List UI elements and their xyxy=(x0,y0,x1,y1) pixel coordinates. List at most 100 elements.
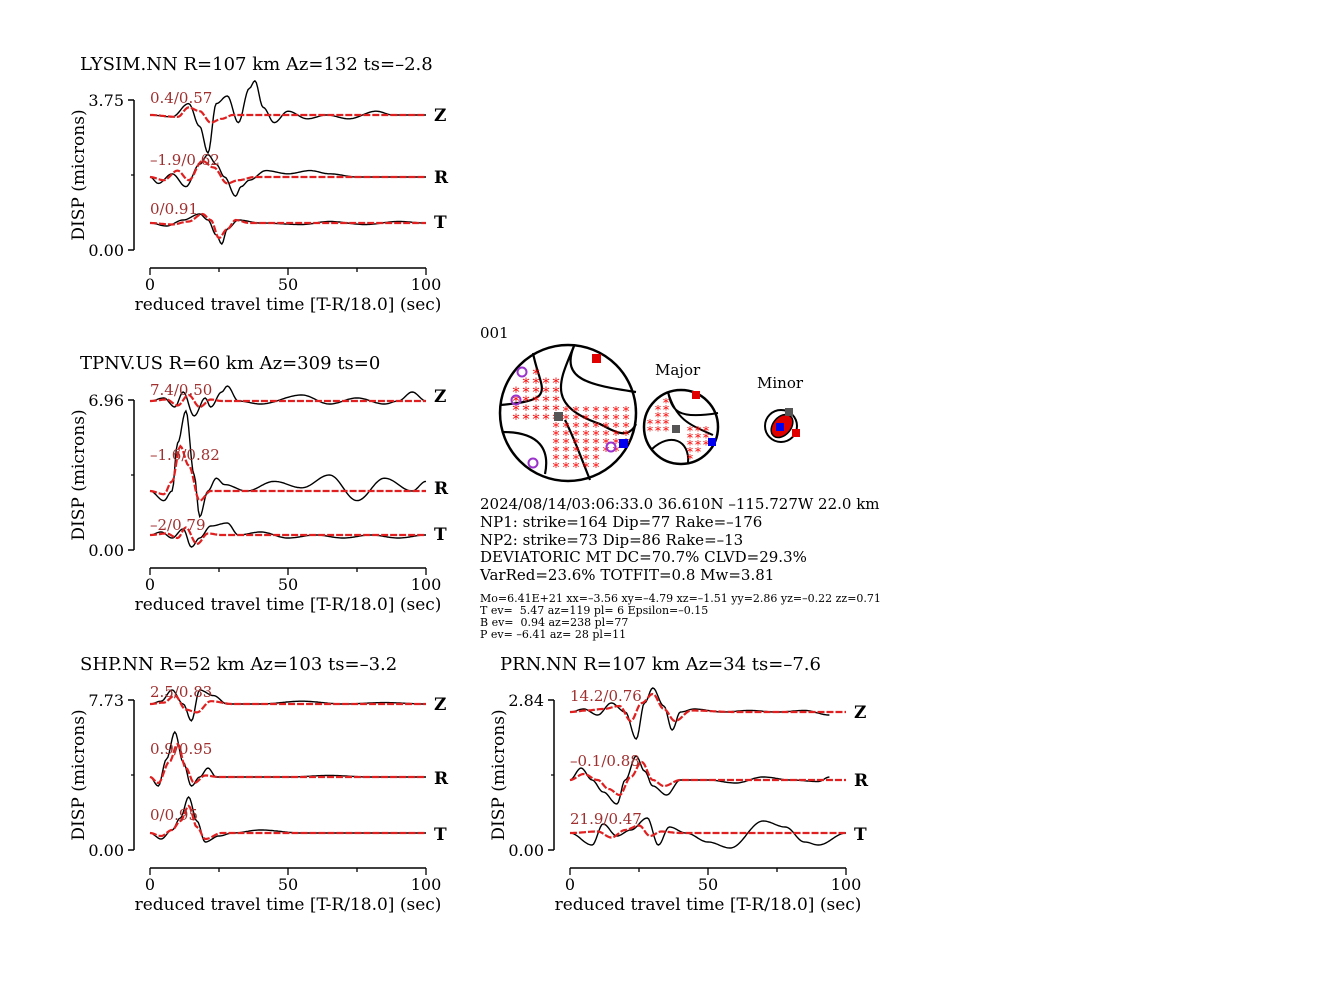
synthetic-trace-T xyxy=(150,212,426,240)
station-title: TPNV.US R=60 km Az=309 ts=0 xyxy=(80,353,380,374)
x-axis-label: reduced travel time [T-R/18.0] (sec) xyxy=(135,895,442,915)
compressional-star: * xyxy=(603,413,610,428)
compressional-star: * xyxy=(533,367,540,383)
minor-null-marker xyxy=(785,408,793,416)
compressional-star: * xyxy=(593,453,600,468)
compressional-star: * xyxy=(553,376,560,392)
compressional-star: * xyxy=(543,412,550,428)
y-tick-label: 0.00 xyxy=(88,241,124,260)
compressional-star: * xyxy=(583,453,590,468)
station-title: SHP.NN R=52 km Az=103 ts=–3.2 xyxy=(80,654,397,675)
compressional-star: * xyxy=(563,413,570,428)
observed-trace-T xyxy=(149,522,426,548)
fit-label-Z: 7.4/0.50 xyxy=(150,381,212,399)
b-axis-text: B ev= 0.94 az=238 pl=77 xyxy=(480,616,628,629)
synthetic-trace-Z xyxy=(150,393,426,409)
minor-beachball xyxy=(764,408,800,443)
fit-label-R: 0.9/0.95 xyxy=(150,740,212,758)
x-tick-label: 100 xyxy=(411,875,442,894)
x-axis-label: reduced travel time [T-R/18.0] (sec) xyxy=(555,895,862,915)
nodal-plane-2-text: NP2: strike=73 Dip=86 Rake=–13 xyxy=(480,531,743,549)
major-compressional-star: * xyxy=(687,438,693,452)
component-label-Z: Z xyxy=(434,106,446,126)
component-label-R: R xyxy=(854,771,869,791)
y-tick-label: 0.00 xyxy=(508,841,544,860)
compressional-star: * xyxy=(533,385,540,401)
compressional-star: * xyxy=(583,405,590,420)
compressional-star: * xyxy=(613,445,620,460)
station-title: PRN.NN R=107 km Az=34 ts=–7.6 xyxy=(500,654,821,675)
major-compressional-star: * xyxy=(703,431,709,445)
compressional-star: * xyxy=(513,403,520,419)
major-compressional-star: * xyxy=(687,431,693,445)
component-label-R: R xyxy=(434,168,449,188)
compressional-star: * xyxy=(543,403,550,419)
compressional-star: * xyxy=(533,403,540,419)
y-axis-label: DISP (microns) xyxy=(69,709,89,840)
y-tick-label: 0.00 xyxy=(88,541,124,560)
synthetic-trace-R xyxy=(149,159,426,185)
synthetic-trace-Z xyxy=(150,106,426,124)
main-beachball: ** * * ** * * * ** * * * ** * * * ** * * * * * * * * * ** * * * * * ** *… xyxy=(498,343,638,483)
compressional-star: * xyxy=(613,421,620,436)
compressional-star: * xyxy=(523,385,530,401)
compressional-star: * xyxy=(573,429,580,444)
t-axis-text: T ev= 5.47 az=119 pl= 6 Epsilon=–0.15 xyxy=(480,604,708,617)
nodal-plane-1-text: NP1: strike=164 Dip=77 Rake=–176 xyxy=(480,513,762,531)
major-compressional-star: * xyxy=(703,438,709,452)
major-compressional-star: * xyxy=(695,438,701,452)
major-outline xyxy=(642,388,720,466)
compressional-star: * xyxy=(553,437,560,452)
compressional-star: * xyxy=(593,405,600,420)
compressional-star: * xyxy=(553,429,560,444)
compressional-star: * xyxy=(603,429,610,444)
synthetic-trace-R xyxy=(569,760,846,797)
x-tick-label: 100 xyxy=(411,575,442,594)
major-compressional-star: * xyxy=(655,403,661,417)
observed-trace-R xyxy=(149,153,426,198)
observed-trace-Z xyxy=(150,79,426,155)
x-tick-label: 100 xyxy=(831,875,862,894)
compressional-star: * xyxy=(553,385,560,401)
major-compressional-star: * xyxy=(655,417,661,431)
compressional-star: * xyxy=(573,445,580,460)
compressional-star: * xyxy=(563,421,570,436)
synthetic-trace-T xyxy=(150,526,426,546)
major-compressional-star: * xyxy=(663,403,669,417)
component-label-Z: Z xyxy=(854,703,866,723)
observed-trace-Z xyxy=(149,385,427,417)
compressional-star: * xyxy=(593,445,600,460)
compressional-star: * xyxy=(553,445,560,460)
station-marker xyxy=(510,394,522,406)
waveform-panels: LYSIM.NN R=107 km Az=132 ts=–2.8 3.75 0.00… xyxy=(69,54,869,915)
event-info: 2024/08/14/03:06:33.0 36.610N –115.727W … xyxy=(479,495,880,584)
compressional-star: * xyxy=(593,461,600,476)
component-label-T: T xyxy=(854,825,867,845)
compressional-star: * xyxy=(563,437,570,452)
component-label-T: T xyxy=(434,213,447,233)
compressional-star: * xyxy=(573,453,580,468)
compressional-star: * xyxy=(513,394,520,410)
null-axis-marker xyxy=(554,412,563,421)
waveform-panel: TPNV.US R=60 km Az=309 ts=0 6.96 0.00DISP … xyxy=(69,353,449,615)
compressional-star: * xyxy=(593,429,600,444)
beachball-outline xyxy=(498,343,638,483)
moment-tensor-info: Mo=6.41E+21 xx=–3.56 xy=–4.79 xz=–1.51 y… xyxy=(480,592,881,641)
major-label: Major xyxy=(655,361,701,379)
major-compressional-star: * xyxy=(663,396,669,410)
compressional-star: * xyxy=(573,413,580,428)
synthetic-trace-T xyxy=(149,804,426,841)
compressional-star: * xyxy=(553,394,560,410)
major-compressional-star: * xyxy=(687,424,693,438)
synthetic-trace-T xyxy=(570,824,846,839)
compressional-star: * xyxy=(553,421,560,436)
tension-axis-marker xyxy=(592,354,601,363)
observed-trace-Z xyxy=(149,689,426,722)
fit-label-Z: 0.4/0.57 xyxy=(150,89,212,107)
major-compressional-star: * xyxy=(663,424,669,438)
major-nodal-planes xyxy=(651,391,719,464)
major-pressure-marker xyxy=(708,438,716,446)
mt-components: Mo=6.41E+21 xx=–3.56 xy=–4.79 xz=–1.51 y… xyxy=(480,592,881,605)
compressional-star: * xyxy=(573,437,580,452)
y-tick-label: 3.75 xyxy=(88,91,124,110)
